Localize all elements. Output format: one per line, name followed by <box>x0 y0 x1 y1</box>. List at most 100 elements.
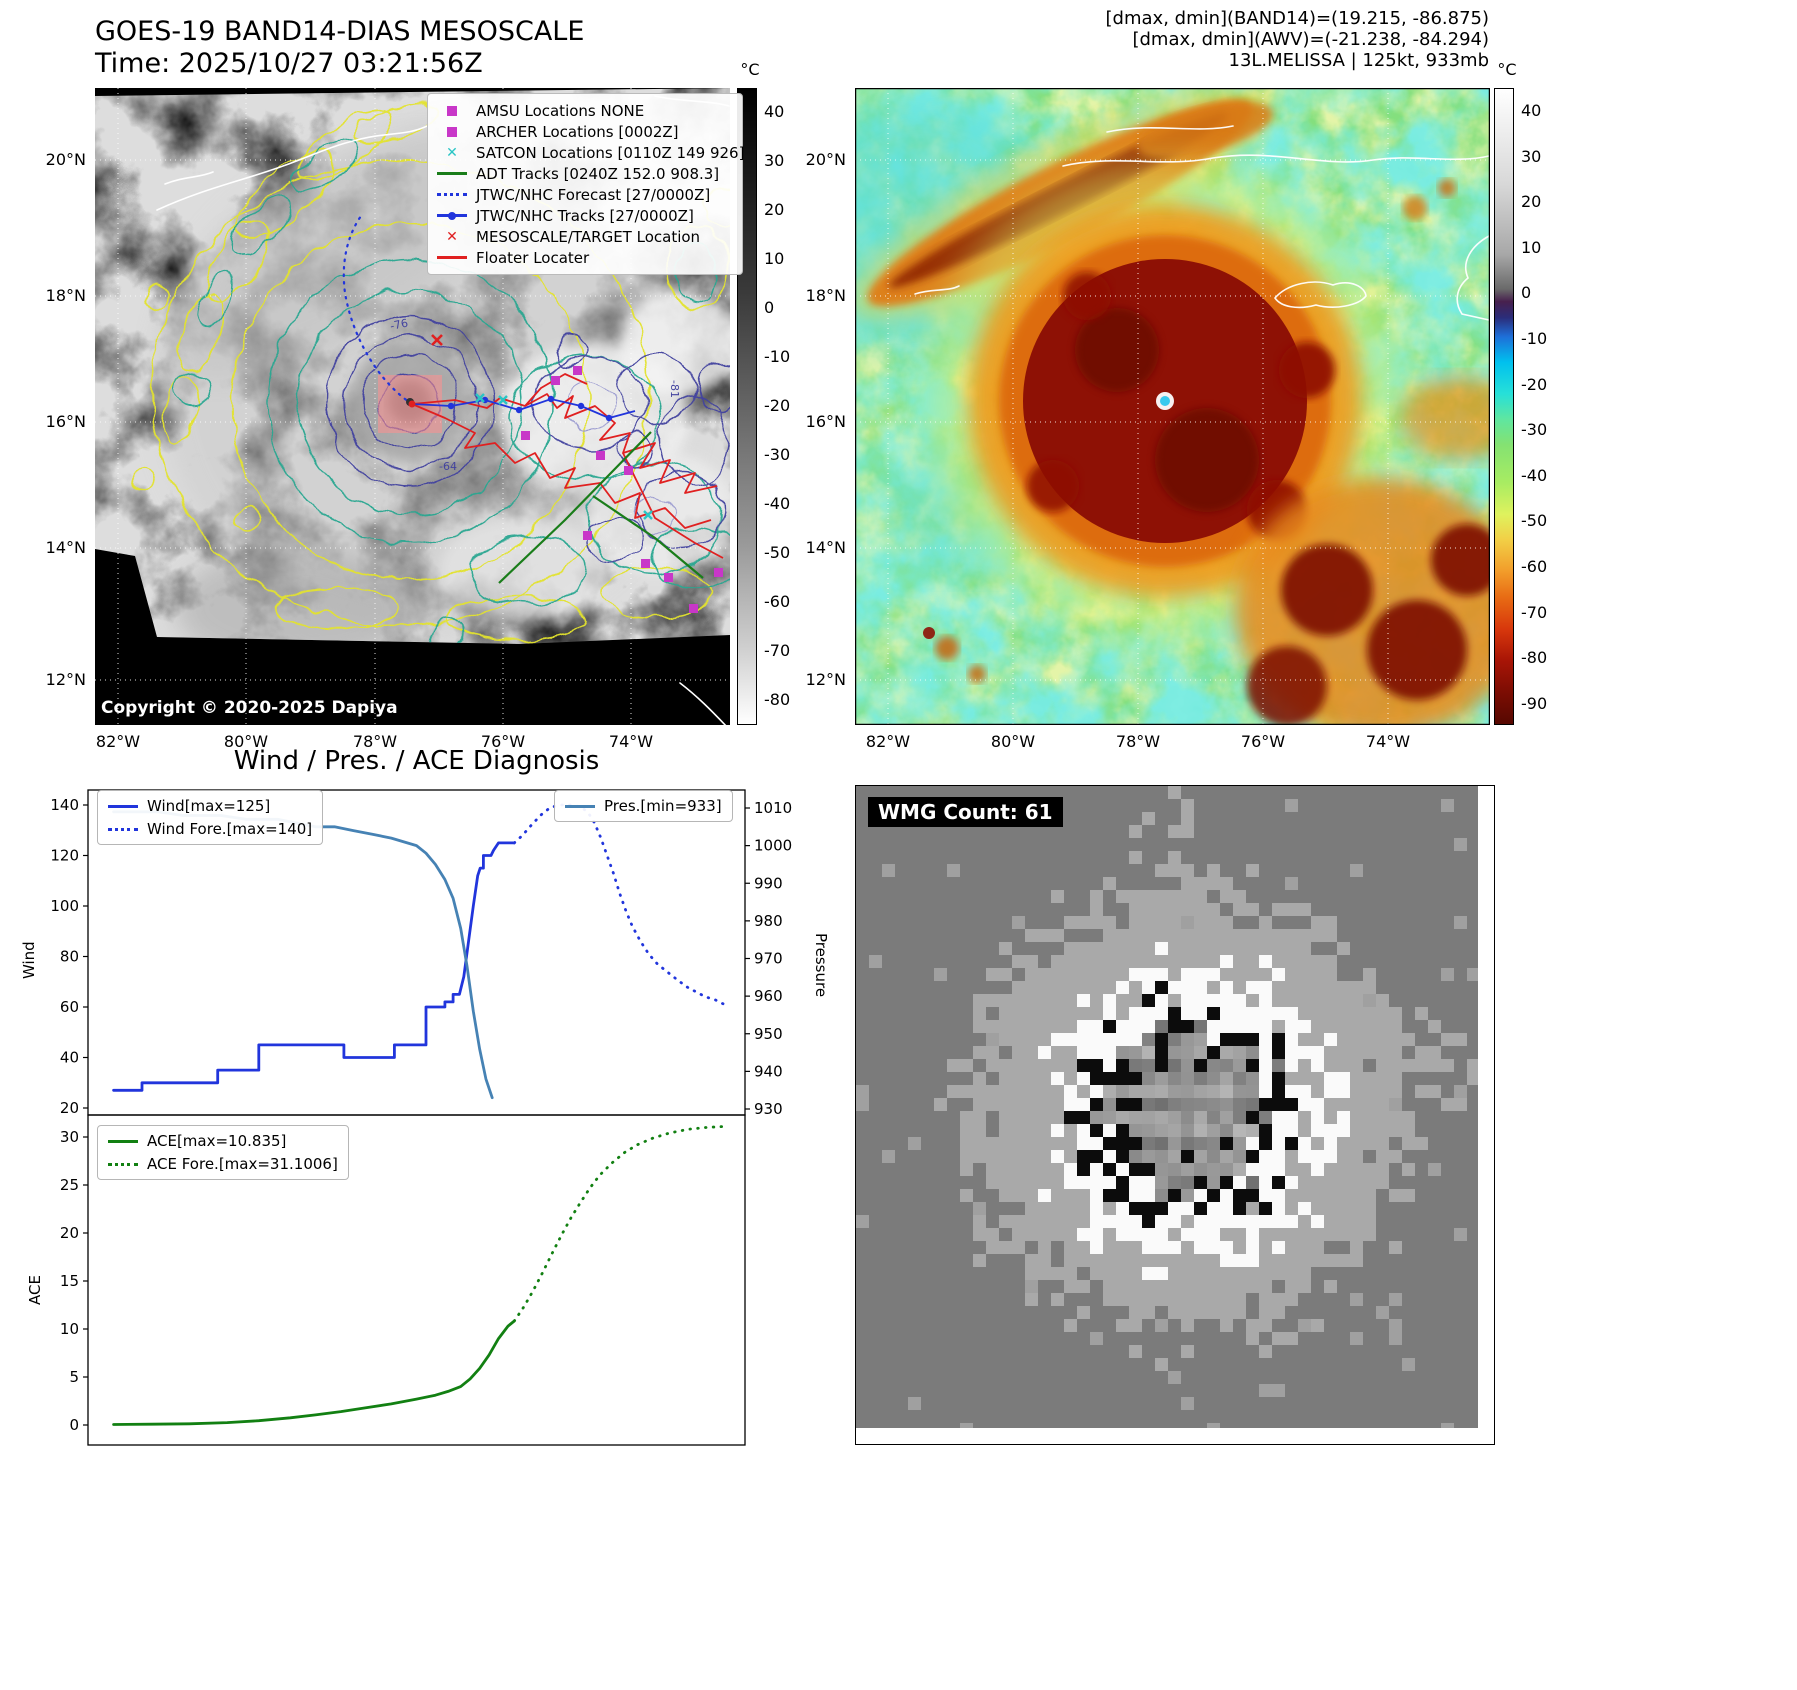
archer-location-markers <box>521 366 723 613</box>
wind-forecast-legend-label: Wind Fore.[max=140] <box>147 820 313 838</box>
series-Pres.[min=933] <box>112 810 494 1100</box>
ace-forecast-line-swatch <box>108 1162 138 1166</box>
map-legend-label: Floater Locater <box>476 248 590 267</box>
awv-lat-tick: 16°N <box>805 412 846 431</box>
wind-axis-label: Wind <box>20 941 38 979</box>
band14-lat-tick: 14°N <box>45 538 86 557</box>
legend-row-wind-fore: Wind Fore.[max=140] <box>108 820 312 838</box>
band14-colorbar-tick: 10 <box>764 249 785 268</box>
pressure-axis-label: Pressure <box>812 932 830 998</box>
storm-center-dot <box>408 400 416 408</box>
band14-colorbar-tick: 0 <box>764 298 775 317</box>
band14-colorbar-tick: -30 <box>764 445 791 464</box>
map-legend-item: AMSU Locations NONE <box>436 100 734 121</box>
y2-tick-label: 1010 <box>754 799 792 817</box>
band14-colorbar-tick: -20 <box>764 396 791 415</box>
legend-row-wind: Wind[max=125] <box>108 797 312 815</box>
awv-lon-tick: 82°W <box>865 732 911 751</box>
wind-legend: Wind[max=125] Wind Fore.[max=140] <box>97 790 324 845</box>
band14-colorbar-tick: -40 <box>764 494 791 513</box>
y-tick-label: 10 <box>60 1320 79 1338</box>
map-legend-item: JTWC/NHC Tracks [27/0000Z] <box>436 205 734 226</box>
series-ACE Fore.[max=31.1006] <box>512 1124 728 1323</box>
band14-lat-tick: 18°N <box>45 286 86 305</box>
awv-colorbar-unit: °C <box>1497 60 1517 79</box>
awv-lat-tick: 20°N <box>805 150 846 169</box>
series-ACE[max=10.835] <box>112 1319 516 1426</box>
awv-lat-tick: 12°N <box>805 670 846 689</box>
y-tick-label: 15 <box>60 1272 79 1290</box>
coastlines <box>914 125 1490 321</box>
y2-tick-label: 940 <box>754 1062 783 1080</box>
line-marker-icon <box>436 256 468 259</box>
y-tick-label: 25 <box>60 1176 79 1194</box>
x-marker-icon: ✕ <box>446 144 458 161</box>
band14-time: Time: 2025/10/27 03:21:56Z <box>95 48 483 79</box>
map-legend-label: AMSU Locations NONE <box>476 101 645 120</box>
band14-lat-tick: 12°N <box>45 670 86 689</box>
band14-title: GOES-19 BAND14-DIAS MESOSCALE <box>95 16 585 47</box>
map-legend-label: MESOSCALE/TARGET Location <box>476 227 701 246</box>
band14-colorbar-tick: -80 <box>764 690 791 709</box>
y2-tick-label: 970 <box>754 950 783 968</box>
y2-tick-label: 980 <box>754 912 783 930</box>
band14-colorbar-tick: -70 <box>764 641 791 660</box>
y2-tick-label: 1000 <box>754 837 792 855</box>
square-marker-icon <box>436 105 468 116</box>
awv-colorbar-tick: -60 <box>1521 557 1548 576</box>
awv-satellite-image <box>855 88 1490 725</box>
awv-header: [dmax, dmin](BAND14)=(19.215, -86.875) [… <box>1106 8 1489 71</box>
awv-colorbar-tick: -20 <box>1521 375 1548 394</box>
latlon-grid <box>95 88 730 725</box>
pressure-line-swatch <box>565 804 595 808</box>
plot-frame <box>87 1114 746 1446</box>
y-tick-label: 100 <box>50 897 79 915</box>
map-legend-item: ARCHER Locations [0002Z] <box>436 121 734 142</box>
awv-lat-tick: 18°N <box>805 286 846 305</box>
latlon-grid <box>855 88 1490 725</box>
jtwc-tracks <box>342 214 636 419</box>
ace-axis-label: ACE <box>26 1275 44 1305</box>
awv-lat-tick: 14°N <box>805 538 846 557</box>
ace-line-swatch <box>108 1139 138 1143</box>
map-legend-label: ADT Tracks [0240Z 152.0 908.3] <box>476 164 720 183</box>
band14-colorbar-tick: -60 <box>764 592 791 611</box>
satcon-location-markers <box>475 393 653 520</box>
awv-colorbar-tick: -80 <box>1521 648 1548 667</box>
awv-map-panel <box>855 88 1490 725</box>
wind-legend-label: Wind[max=125] <box>147 797 271 815</box>
y2-tick-label: 950 <box>754 1025 783 1043</box>
jtwc-track-points <box>447 395 613 422</box>
map-legend-item: ✕ SATCON Locations [0110Z 149 926] <box>436 142 744 163</box>
series-Wind[max=125] <box>112 841 516 1092</box>
band14-colorbar-tick: 20 <box>764 200 785 219</box>
map-legend-item: ✕ MESOSCALE/TARGET Location <box>436 226 734 247</box>
awv-colorbar-tick: 10 <box>1521 238 1542 257</box>
wind-forecast-line-swatch <box>108 827 138 831</box>
y2-tick-label: 960 <box>754 987 783 1005</box>
pressure-legend: Pres.[min=933] <box>554 790 733 822</box>
map-legend-label: JTWC/NHC Forecast [27/0000Z] <box>476 185 711 204</box>
ace-forecast-legend-label: ACE Fore.[max=31.1006] <box>147 1155 338 1173</box>
awv-colorbar-tick: 0 <box>1521 283 1532 302</box>
awv-colorbar-tick: 20 <box>1521 192 1542 211</box>
band14-colorbar-tick: 30 <box>764 151 785 170</box>
y-tick-label: 20 <box>60 1099 79 1117</box>
map-legend-item: Floater Locater <box>436 247 734 268</box>
wmg-panel: WMG Count: 61 <box>855 785 1495 1445</box>
map-legend-label: SATCON Locations [0110Z 149 926] <box>476 143 745 162</box>
legend-row-pres: Pres.[min=933] <box>565 797 722 815</box>
awv-colorbar-tick: 30 <box>1521 147 1542 166</box>
awv-lon-tick: 78°W <box>1115 732 1161 751</box>
wind-line-swatch <box>108 804 138 808</box>
band14-lat-tick: 20°N <box>45 150 86 169</box>
awv-colorbar-tick: -40 <box>1521 466 1548 485</box>
wmg-count-badge: WMG Count: 61 <box>868 797 1063 827</box>
y-tick-label: 30 <box>60 1128 79 1146</box>
contour-label: -81 <box>668 380 681 398</box>
y-tick-label: 5 <box>69 1368 79 1386</box>
y-tick-label: 60 <box>60 998 79 1016</box>
awv-colorbar-tick: -30 <box>1521 420 1548 439</box>
awv-colorbar-tick: -50 <box>1521 511 1548 530</box>
